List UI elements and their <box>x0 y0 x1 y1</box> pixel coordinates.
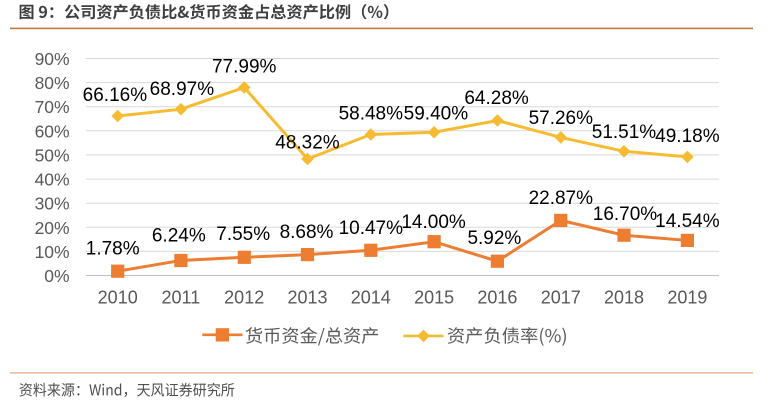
svg-text:58.48%: 58.48% <box>339 103 404 124</box>
svg-text:22.87%: 22.87% <box>529 188 594 209</box>
svg-text:14.54%: 14.54% <box>655 211 720 232</box>
svg-text:48.32%: 48.32% <box>275 133 340 154</box>
svg-text:1.78%: 1.78% <box>86 239 140 260</box>
svg-text:16.70%: 16.70% <box>593 204 658 225</box>
svg-text:10.47%: 10.47% <box>339 218 404 239</box>
svg-text:6.24%: 6.24% <box>152 226 206 247</box>
svg-text:10%: 10% <box>35 242 70 262</box>
svg-text:51.51%: 51.51% <box>592 122 657 143</box>
svg-text:57.26%: 57.26% <box>529 108 594 129</box>
svg-text:40%: 40% <box>35 170 70 190</box>
svg-text:90%: 90% <box>35 49 70 69</box>
svg-text:70%: 70% <box>35 97 70 117</box>
svg-text:49.18%: 49.18% <box>655 126 720 147</box>
svg-text:2019: 2019 <box>667 287 707 307</box>
svg-text:2015: 2015 <box>414 287 454 307</box>
svg-text:59.40%: 59.40% <box>404 104 469 125</box>
svg-text:20%: 20% <box>35 218 70 238</box>
svg-text:2017: 2017 <box>541 287 581 307</box>
svg-text:2018: 2018 <box>604 287 644 307</box>
svg-text:50%: 50% <box>35 145 70 165</box>
svg-text:14.00%: 14.00% <box>401 212 466 233</box>
svg-text:2011: 2011 <box>162 287 201 307</box>
svg-text:7.55%: 7.55% <box>216 224 270 245</box>
svg-text:30%: 30% <box>35 194 70 214</box>
svg-text:2012: 2012 <box>224 287 264 307</box>
svg-text:2016: 2016 <box>477 287 517 307</box>
svg-text:5.92%: 5.92% <box>467 228 521 249</box>
svg-text:8.68%: 8.68% <box>280 222 334 243</box>
svg-text:77.99%: 77.99% <box>212 56 277 77</box>
svg-text:66.16%: 66.16% <box>83 85 148 106</box>
svg-text:2013: 2013 <box>287 287 327 307</box>
svg-text:60%: 60% <box>35 121 70 141</box>
svg-text:0%: 0% <box>44 266 69 286</box>
svg-text:2010: 2010 <box>98 287 138 307</box>
svg-text:64.28%: 64.28% <box>464 88 529 109</box>
svg-text:2014: 2014 <box>351 287 391 307</box>
svg-text:80%: 80% <box>35 73 70 93</box>
svg-text:68.97%: 68.97% <box>150 79 215 100</box>
